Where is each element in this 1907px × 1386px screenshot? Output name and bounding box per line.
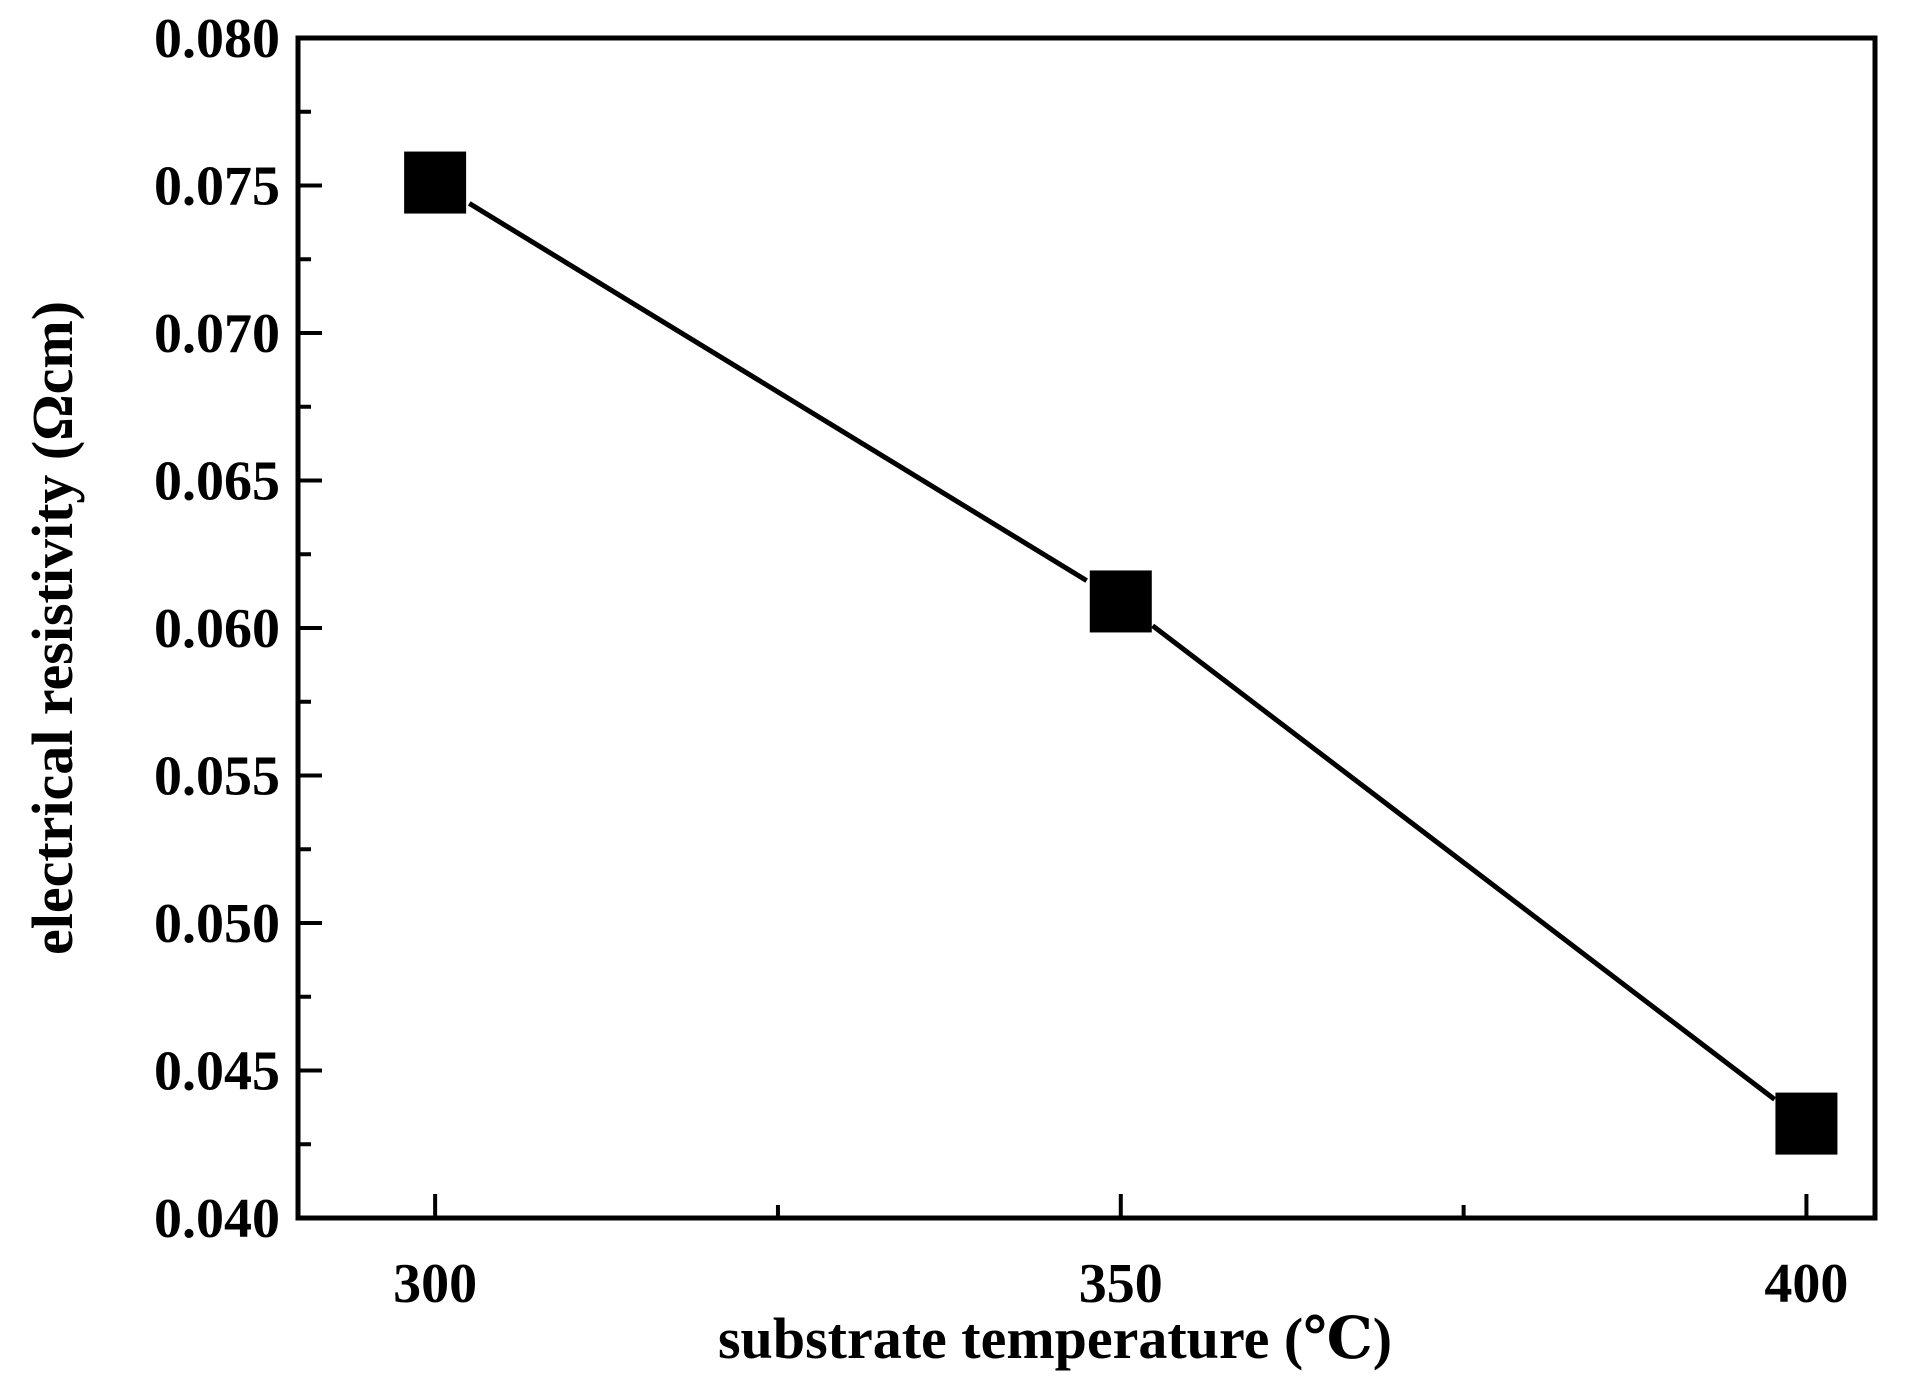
data-point-marker <box>1775 1092 1838 1155</box>
y-tick-labels: 0.040 0.045 0.050 0.055 0.060 0.065 0.070 0.075… <box>154 8 280 1250</box>
x-tick-labels: 300 350 400 <box>393 1253 1848 1315</box>
x-tick-label: 350 <box>1079 1253 1163 1315</box>
x-tick-label: 300 <box>393 1253 477 1315</box>
y-tick-label: 0.065 <box>154 451 280 513</box>
major-ticks <box>298 36 1809 1220</box>
y-tick-label: 0.075 <box>154 156 280 218</box>
series-line-segment <box>1151 623 1777 1102</box>
series-lines <box>467 201 1777 1102</box>
y-tick-label: 0.055 <box>154 746 280 808</box>
y-tick-label: 0.040 <box>154 1188 280 1250</box>
y-axis-title: electrical resistivity (Ωcm) <box>20 301 85 955</box>
y-tick-label: 0.070 <box>154 303 280 365</box>
y-tick-label: 0.050 <box>154 893 280 955</box>
y-tick-label: 0.060 <box>154 598 280 660</box>
data-point-marker <box>1089 570 1152 633</box>
minor-ticks <box>298 109 1466 1218</box>
y-tick-label: 0.080 <box>154 8 280 70</box>
data-point-marker <box>404 151 467 214</box>
x-axis-title: substrate temperature (℃) <box>718 1306 1392 1371</box>
x-tick-label: 400 <box>1764 1253 1848 1315</box>
y-tick-label: 0.045 <box>154 1041 280 1103</box>
plot-frame <box>295 35 1878 1221</box>
series-line-segment <box>467 201 1088 583</box>
series-markers <box>404 151 1838 1155</box>
